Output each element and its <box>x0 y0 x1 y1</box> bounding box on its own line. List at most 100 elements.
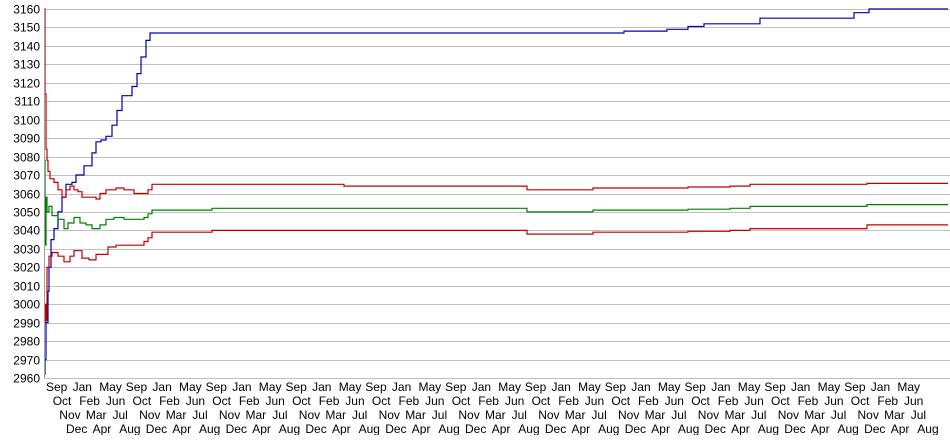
x-tick-label: Mar <box>804 408 825 422</box>
x-tick-label: Apr <box>811 422 830 435</box>
series-line-2 <box>44 8 948 200</box>
series-lines <box>44 8 948 375</box>
x-tick-label: Dec <box>385 422 406 435</box>
x-tick-label: Jan <box>871 380 890 394</box>
x-tick-label: Apr <box>412 422 431 435</box>
x-tick-label: Jul <box>512 408 527 422</box>
x-tick-label: Jul <box>591 408 606 422</box>
y-tick-label: 3140 <box>13 40 40 54</box>
y-tick-label: 3100 <box>13 114 40 128</box>
x-tick-label: Sep <box>445 380 467 394</box>
x-tick-label: Dec <box>146 422 167 435</box>
x-tick-label: Feb <box>79 394 100 408</box>
x-tick-label: Oct <box>851 394 870 408</box>
x-tick-label: May <box>99 380 122 394</box>
x-tick-label: Jun <box>585 394 604 408</box>
x-tick-label: Aug <box>838 422 859 435</box>
y-tick-label: 3120 <box>13 77 40 91</box>
x-tick-label: Oct <box>691 394 710 408</box>
x-tick-label: Dec <box>465 422 486 435</box>
x-tick-label: Aug <box>199 422 220 435</box>
x-tick-label: Apr <box>252 422 271 435</box>
x-tick-label: Dec <box>625 422 646 435</box>
x-tick-label: Jan <box>73 380 92 394</box>
x-tick-label: Jan <box>232 380 251 394</box>
x-tick-label: Sep <box>286 380 308 394</box>
x-tick-label: Apr <box>93 422 112 435</box>
y-tick-label: 3060 <box>13 188 40 202</box>
x-tick-label: Jun <box>904 394 923 408</box>
x-tick-label: May <box>818 380 841 394</box>
x-tick-label: May <box>498 380 521 394</box>
y-tick-label: 3040 <box>13 224 40 238</box>
y-tick-label: 3070 <box>13 169 40 183</box>
x-tick-label: Aug <box>758 422 779 435</box>
x-axis-tick-labels: SepOctNovDecJanFebMarAprMayJunJulAugSepO… <box>46 380 939 436</box>
x-tick-label: Sep <box>844 380 866 394</box>
x-tick-label: Oct <box>212 394 231 408</box>
x-tick-label: Jun <box>665 394 684 408</box>
x-tick-label: Oct <box>292 394 311 408</box>
x-tick-label: Oct <box>452 394 471 408</box>
y-tick-label: 2970 <box>13 354 40 368</box>
x-tick-label: Mar <box>166 408 187 422</box>
x-tick-label: Nov <box>299 408 320 422</box>
x-tick-label: Sep <box>605 380 627 394</box>
y-tick-label: 3020 <box>13 261 40 275</box>
y-tick-label: 3080 <box>13 151 40 165</box>
x-tick-label: May <box>897 380 920 394</box>
x-tick-label: Dec <box>705 422 726 435</box>
y-tick-label: 3130 <box>13 58 40 72</box>
x-tick-label: Jun <box>425 394 444 408</box>
x-tick-label: Oct <box>372 394 391 408</box>
x-tick-label: Nov <box>59 408 80 422</box>
y-tick-label: 3110 <box>14 95 40 109</box>
x-tick-label: Aug <box>598 422 619 435</box>
x-tick-label: Nov <box>458 408 479 422</box>
x-tick-label: Aug <box>119 422 140 435</box>
x-tick-label: Dec <box>305 422 326 435</box>
x-tick-label: Apr <box>172 422 191 435</box>
x-tick-label: Jan <box>791 380 810 394</box>
x-tick-label: Sep <box>206 380 228 394</box>
x-tick-label: Jun <box>505 394 524 408</box>
x-tick-label: Jan <box>552 380 571 394</box>
x-tick-label: May <box>738 380 761 394</box>
x-tick-label: Jan <box>152 380 171 394</box>
x-tick-label: Oct <box>133 394 152 408</box>
x-tick-label: Nov <box>618 408 639 422</box>
y-tick-label: 3160 <box>13 3 40 17</box>
x-tick-label: Mar <box>405 408 426 422</box>
x-tick-label: Mar <box>325 408 346 422</box>
x-tick-label: Jan <box>312 380 331 394</box>
x-tick-label: Oct <box>53 394 72 408</box>
x-tick-label: May <box>179 380 202 394</box>
x-tick-label: Jan <box>711 380 730 394</box>
x-tick-label: Jun <box>266 394 285 408</box>
x-tick-label: Nov <box>219 408 240 422</box>
x-tick-label: Jul <box>352 408 367 422</box>
x-tick-label: Jun <box>106 394 125 408</box>
x-tick-label: Jul <box>751 408 766 422</box>
x-tick-label: May <box>259 380 282 394</box>
y-tick-label: 2980 <box>13 335 40 349</box>
y-tick-label: 3010 <box>13 280 40 294</box>
x-tick-label: Dec <box>226 422 247 435</box>
x-tick-label: Apr <box>492 422 511 435</box>
x-tick-label: Jul <box>831 408 846 422</box>
y-tick-label: 3000 <box>13 298 40 312</box>
x-tick-label: May <box>419 380 442 394</box>
x-tick-label: Mar <box>884 408 905 422</box>
x-tick-label: Apr <box>891 422 910 435</box>
x-tick-label: Jun <box>186 394 205 408</box>
x-tick-label: Oct <box>532 394 551 408</box>
x-tick-label: Jul <box>272 408 287 422</box>
x-tick-label: Aug <box>917 422 938 435</box>
series-line-3 <box>44 159 948 246</box>
x-tick-label: Mar <box>645 408 666 422</box>
y-tick-label: 2960 <box>13 372 40 386</box>
x-tick-label: Feb <box>877 394 898 408</box>
x-tick-label: Sep <box>764 380 786 394</box>
x-tick-label: Apr <box>332 422 351 435</box>
